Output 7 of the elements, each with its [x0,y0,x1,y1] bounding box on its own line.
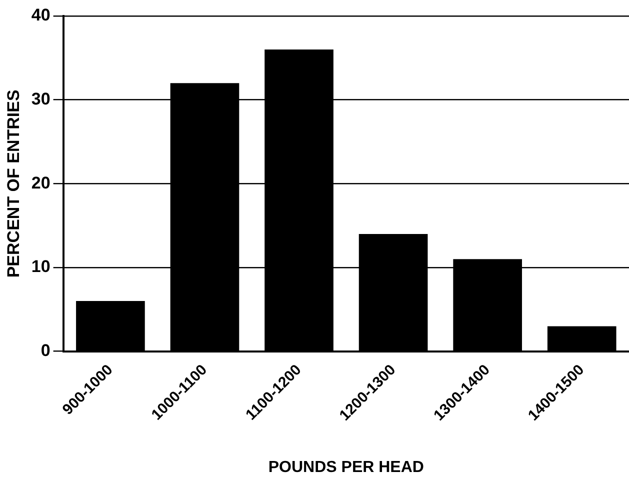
y-tick-label: 20 [31,173,50,192]
x-axis-title: POUNDS PER HEAD [268,458,424,476]
y-tick-label: 30 [31,90,50,109]
y-axis-title: PERCENT OF ENTRIES [4,90,23,278]
y-tick-label: 40 [31,6,50,25]
y-tick-label: 0 [40,341,50,360]
y-tick-label: 10 [31,257,50,276]
